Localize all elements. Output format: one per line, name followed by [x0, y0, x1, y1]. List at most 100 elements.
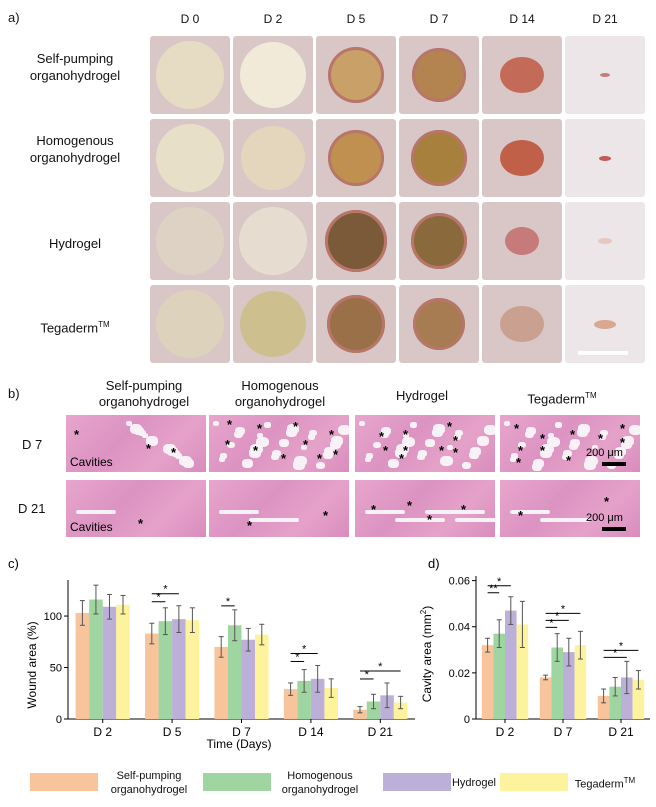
wound-photo: [399, 36, 479, 114]
tissue-cavity: [395, 518, 445, 522]
tissue-cavity: [256, 437, 269, 448]
wound-region: [411, 213, 467, 269]
y-tick-label: 50: [50, 663, 62, 675]
wound-photo: [150, 36, 230, 114]
wound-photo: [565, 202, 645, 280]
tissue-cavity: [249, 448, 261, 458]
bar: [283, 689, 298, 719]
histo-col-hydrogel: Hydrogel: [395, 388, 449, 403]
cavity-marker: *: [453, 433, 459, 448]
panel-c-label: c): [8, 556, 19, 571]
cavity-marker: *: [407, 498, 413, 513]
tissue-cavity: [518, 442, 526, 449]
wound-region: [500, 306, 544, 342]
x-tick-label: D 7: [554, 725, 573, 739]
significance-label: *: [365, 669, 370, 681]
photo-scale-bar: [578, 351, 628, 355]
tissue-cavity: [242, 459, 253, 468]
legend-swatch-homogenous: [203, 773, 271, 791]
tissue-cavity: [126, 421, 132, 426]
significance-label: *: [497, 576, 502, 588]
x-tick-label: D 14: [298, 725, 324, 739]
tissue-cavity: [395, 448, 407, 458]
tissue-cavity: [548, 433, 554, 438]
tissue-cavity: [365, 457, 371, 462]
tissue-cavity: [249, 518, 299, 522]
day-label-d2: D 2: [263, 12, 283, 26]
x-tick-label: D 2: [93, 725, 112, 739]
cavity-marker: *: [383, 443, 389, 458]
tissue-cavity: [563, 450, 572, 458]
cavity-marker: *: [371, 502, 377, 517]
tissue-cavity: [338, 425, 349, 436]
row-label-homogenous: Homogenous organohydrogel: [29, 133, 121, 165]
wound-region: [411, 130, 467, 186]
bar: [297, 680, 311, 719]
legend-swatch-tegaderm: [500, 773, 568, 791]
wound-region: [156, 41, 224, 109]
significance-label: *: [302, 643, 307, 655]
cavity-marker: *: [540, 431, 546, 446]
tissue-cavity: [577, 428, 588, 437]
wound-region: [500, 57, 544, 93]
cavity-area-chart: d) Cavity area (mm2) 0 0.02 0.04 0.06 D 2 D 7…: [420, 556, 650, 739]
significance-label: *: [549, 617, 554, 629]
cavity-marker: *: [74, 427, 80, 442]
tissue-cavity: [555, 422, 562, 428]
significance-label: *: [156, 592, 161, 604]
tissue-cavity: [592, 445, 598, 450]
histology-image: * * * * * * * * *: [355, 415, 495, 472]
tissue-cavity: [183, 459, 194, 468]
tissue-cavity: [547, 437, 560, 448]
row-label-hydrogel: Hydrogel: [48, 236, 102, 251]
bar: [116, 604, 130, 719]
wound-photo: [565, 285, 645, 363]
tissue-cavity: [440, 456, 453, 467]
cavity-marker: *: [516, 455, 522, 470]
wound-photo: [316, 285, 396, 363]
wound-photo: [316, 36, 396, 114]
bar: [366, 701, 381, 719]
cavity-marker: *: [247, 518, 253, 533]
x-tick-label: D 21: [608, 725, 634, 739]
bar: [353, 709, 367, 719]
cavities-label: Cavities: [70, 455, 113, 469]
bar: [609, 686, 621, 719]
tissue-cavity: [432, 428, 443, 437]
cavity-marker: *: [540, 443, 546, 458]
panel-d-label: d): [428, 556, 440, 571]
y-tick-label: 0: [56, 714, 62, 726]
bar: [574, 645, 587, 719]
row-label-tegaderm: TegadermTM: [40, 320, 110, 336]
histo-col-tegaderm: TegadermTM: [527, 391, 597, 407]
tissue-cavity: [227, 442, 235, 449]
wound-region: [412, 48, 466, 102]
x-tick-label: D 5: [163, 725, 182, 739]
tissue-cavity: [293, 460, 305, 470]
significance-label: *: [378, 661, 383, 673]
legend-label-self-pumping: Self-pumping organohydrogel: [110, 770, 188, 796]
wound-photo: [565, 119, 645, 197]
tissue-cavity: [510, 457, 516, 462]
tissue-cavity: [309, 430, 317, 437]
tissue-cavity: [477, 436, 489, 446]
wound-photo: [233, 36, 313, 114]
legend-swatch-self-pumping: [30, 773, 98, 791]
histology-image: * * * Cavities: [66, 415, 206, 472]
cavity-marker: *: [604, 494, 610, 509]
x-tick-label: D 7: [232, 725, 251, 739]
histology-image: * *: [209, 480, 349, 537]
cavity-marker: *: [329, 427, 335, 442]
tissue-cavity: [366, 453, 373, 459]
tissue-cavity: [562, 454, 570, 461]
bar: [158, 621, 173, 719]
tissue-cavity: [425, 439, 435, 447]
cavity-marker: *: [138, 516, 144, 531]
tissue-cavity: [213, 421, 219, 426]
tissue-cavity: [146, 436, 158, 446]
tissue-cavity: [359, 421, 365, 426]
cavity-marker: *: [171, 445, 177, 460]
bar: [621, 677, 633, 719]
wound-photo: [316, 119, 396, 197]
wound-region: [327, 295, 385, 353]
